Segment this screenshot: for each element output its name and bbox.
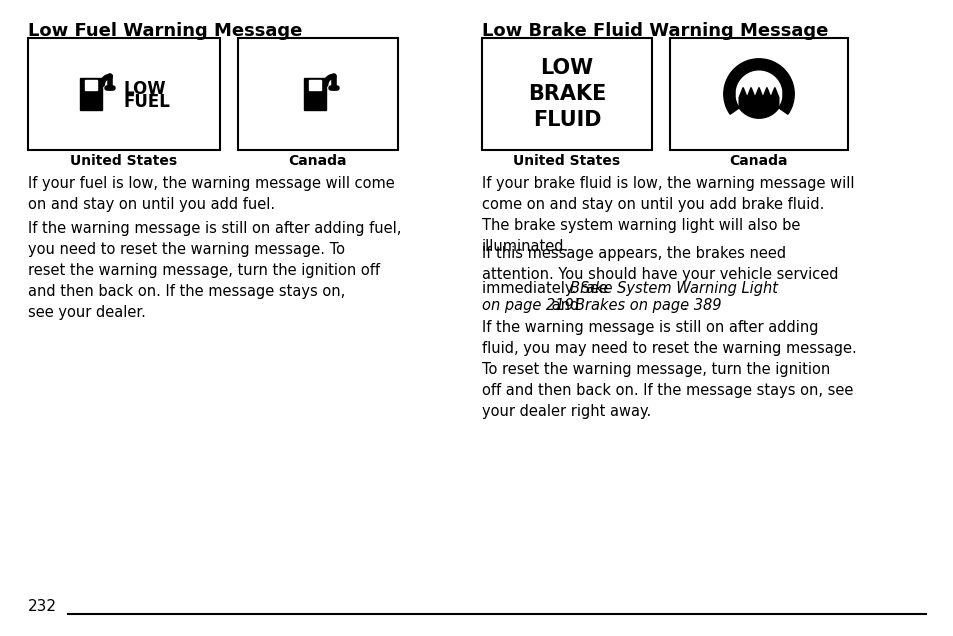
Text: If your fuel is low, the warning message will come
on and stay on until you add : If your fuel is low, the warning message… — [28, 176, 395, 212]
Bar — [309, 80, 320, 90]
Text: .: . — [681, 298, 686, 313]
Polygon shape — [723, 59, 793, 114]
Text: Canada: Canada — [289, 154, 347, 168]
Text: Canada: Canada — [729, 154, 787, 168]
Bar — [303, 78, 326, 110]
Text: If your brake fluid is low, the warning message will
come on and stay on until y: If your brake fluid is low, the warning … — [481, 176, 854, 254]
Text: If this message appears, the brakes need
attention. You should have your vehicle: If this message appears, the brakes need… — [481, 246, 838, 282]
Bar — [85, 80, 97, 90]
Text: LOW: LOW — [123, 80, 166, 98]
Text: LOW
BRAKE
FLUID: LOW BRAKE FLUID — [527, 59, 605, 130]
Text: on page 219: on page 219 — [481, 298, 573, 313]
Bar — [237, 38, 397, 150]
Polygon shape — [725, 85, 734, 103]
Text: immediately. See: immediately. See — [481, 281, 612, 296]
Polygon shape — [782, 85, 792, 103]
Text: 232: 232 — [28, 599, 57, 614]
Text: Brakes on page 389: Brakes on page 389 — [575, 298, 720, 313]
Text: Low Fuel Warning Message: Low Fuel Warning Message — [28, 22, 302, 40]
Text: FUEL: FUEL — [123, 93, 170, 111]
Bar — [28, 38, 220, 150]
Text: If the warning message is still on after adding fuel,
you need to reset the warn: If the warning message is still on after… — [28, 221, 401, 320]
Polygon shape — [739, 88, 778, 118]
Bar — [80, 78, 102, 110]
Text: and: and — [546, 298, 588, 313]
Bar — [481, 38, 651, 150]
Text: United States: United States — [513, 154, 619, 168]
Bar — [669, 38, 847, 150]
Text: Brake System Warning Light: Brake System Warning Light — [569, 281, 778, 296]
Text: If the warning message is still on after adding
fluid, you may need to reset the: If the warning message is still on after… — [481, 320, 856, 419]
Text: Low Brake Fluid Warning Message: Low Brake Fluid Warning Message — [481, 22, 827, 40]
Text: United States: United States — [71, 154, 177, 168]
